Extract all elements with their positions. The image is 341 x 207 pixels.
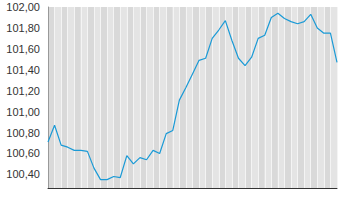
svg-text:102,00: 102,00 <box>6 1 40 13</box>
svg-text:100,80: 100,80 <box>6 127 40 139</box>
svg-text:101,40: 101,40 <box>6 64 40 76</box>
svg-text:100,40: 100,40 <box>6 168 40 180</box>
svg-text:101,20: 101,20 <box>6 85 40 97</box>
svg-text:101,80: 101,80 <box>6 22 40 34</box>
svg-text:101,60: 101,60 <box>6 43 40 55</box>
svg-text:101,00: 101,00 <box>6 106 40 118</box>
svg-text:100,60: 100,60 <box>6 147 40 159</box>
